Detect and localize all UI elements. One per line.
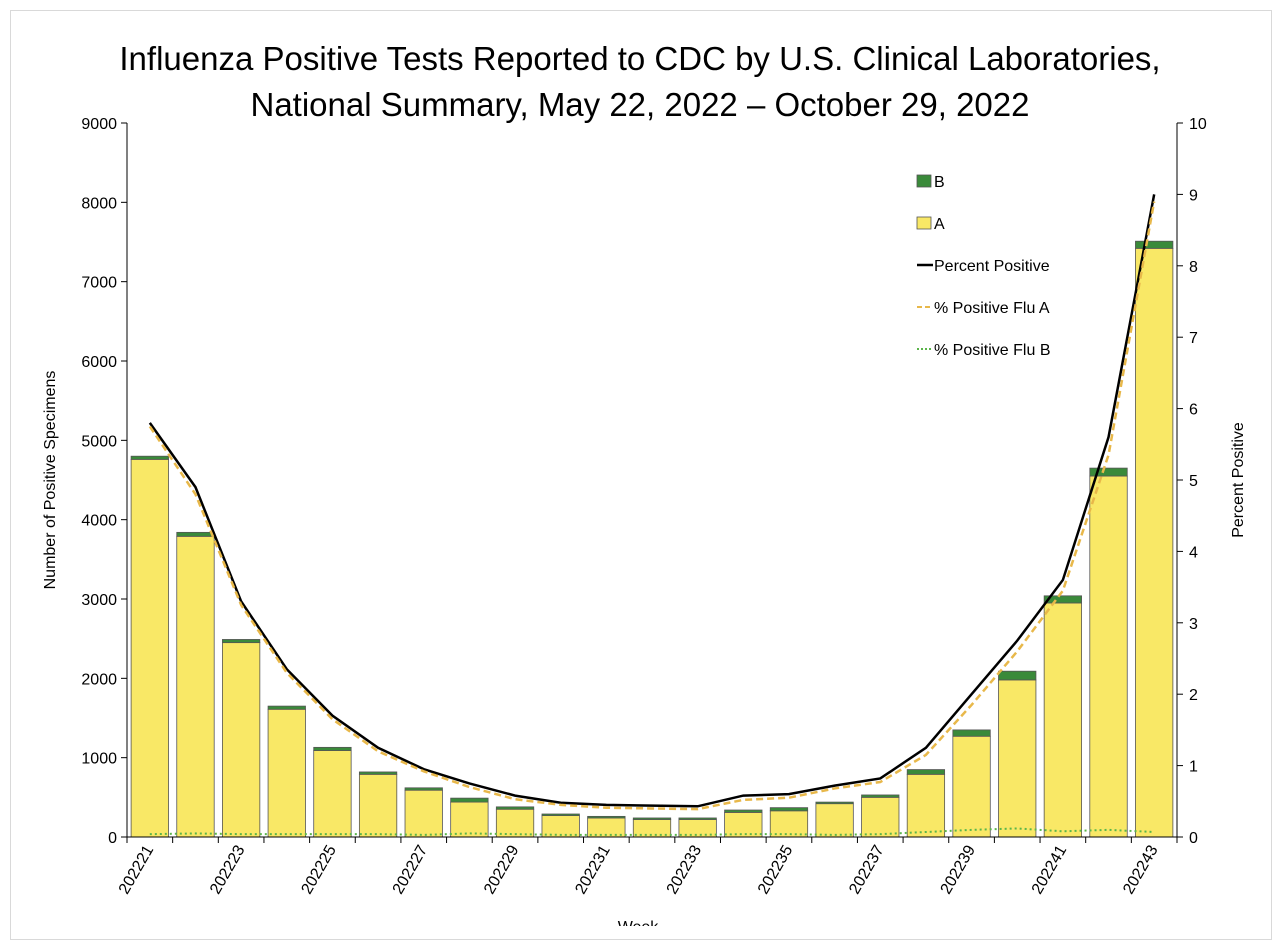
bar-a-202221	[130, 458, 169, 838]
bar-b-202240	[998, 670, 1037, 681]
bar-b-202234	[724, 809, 763, 813]
line-percent-positive-flu-a	[148, 201, 1156, 811]
bar-b-202224	[267, 705, 306, 710]
bar-b-202232	[632, 817, 672, 820]
bar-a-202229	[495, 808, 535, 838]
bar-b-202235	[769, 807, 809, 812]
x-tick-label: 202239	[938, 842, 979, 897]
chart-title-line1: Influenza Positive Tests Reported to CDC…	[119, 40, 1161, 77]
bar-b-202233	[678, 817, 717, 820]
y2-tick-label: 0	[1189, 830, 1198, 847]
y-tick-label: 8000	[81, 195, 117, 212]
x-tick-label: 202241	[1029, 842, 1070, 897]
legend-label: B	[934, 174, 945, 191]
line-percent-positive	[148, 194, 1156, 808]
bar-b-202223	[222, 639, 261, 644]
bar-b-202226	[358, 771, 398, 775]
bar-b-202241	[1043, 595, 1082, 604]
x-tick-label: 202227	[390, 842, 431, 897]
y2-tick-label: 4	[1189, 544, 1198, 561]
bar-a-202235	[769, 810, 809, 838]
bar-b-202239	[952, 729, 991, 737]
y2-tick-label: 5	[1189, 473, 1198, 490]
y-tick-label: 5000	[81, 433, 117, 450]
y2-tick-label: 2	[1189, 687, 1198, 704]
bar-a-202242	[1089, 475, 1128, 838]
bar-b-202243	[1135, 240, 1174, 249]
bar-a-202236	[815, 803, 854, 838]
legend-label: % Positive Flu A	[934, 300, 1050, 317]
y2-tick-label: 7	[1189, 330, 1198, 347]
bar-a-202224	[267, 708, 306, 838]
chart-title-line2: National Summary, May 22, 2022 – October…	[250, 86, 1030, 123]
y2-tick-label: 1	[1189, 759, 1198, 776]
x-tick-label: 202223	[207, 842, 248, 897]
bar-a-202239	[952, 735, 991, 838]
bar-b-202228	[450, 797, 489, 803]
bar-b-202221	[130, 455, 169, 460]
y2-tick-label: 3	[1189, 616, 1198, 633]
bar-b-202225	[313, 746, 352, 751]
line-layer	[148, 194, 1156, 836]
x-tick-label: 202243	[1120, 842, 1161, 897]
bar-a-202226	[358, 773, 398, 838]
bar-layer	[130, 240, 1174, 838]
legend-swatch-b	[916, 174, 932, 188]
x-tick-label: 202225	[298, 842, 339, 897]
legend-swatch-a	[916, 216, 932, 230]
y2-axis-title: Percent Positive	[1230, 422, 1247, 538]
bar-a-202228	[450, 801, 489, 838]
bar-a-202238	[906, 773, 946, 838]
bar-a-202222	[176, 535, 215, 838]
bar-b-202227	[404, 787, 443, 791]
y-tick-label: 9000	[81, 116, 117, 133]
y-tick-label: 3000	[81, 592, 117, 609]
bar-a-202241	[1043, 602, 1082, 838]
y2-tick-label: 6	[1189, 402, 1198, 419]
legend-label: Percent Positive	[934, 258, 1050, 275]
bar-b-202237	[861, 794, 900, 798]
bar-a-202243	[1135, 247, 1174, 838]
x-tick-label: 202231	[572, 842, 613, 897]
x-tick-label: 202221	[116, 842, 157, 897]
bar-a-202240	[998, 679, 1037, 838]
bar-a-202227	[404, 789, 443, 838]
y2-tick-label: 10	[1189, 116, 1207, 133]
y-tick-label: 7000	[81, 275, 117, 292]
x-tick-label: 202235	[755, 842, 796, 897]
y-axis-title: Number of Positive Specimens	[42, 371, 59, 590]
y-tick-label: 1000	[81, 751, 117, 768]
bar-b-202236	[815, 801, 854, 805]
bar-b-202229	[495, 806, 535, 810]
y-tick-label: 4000	[81, 513, 117, 530]
y-tick-label: 0	[108, 830, 117, 847]
bar-b-202222	[176, 531, 215, 537]
y-tick-label: 2000	[81, 671, 117, 688]
legend-label: A	[934, 216, 945, 233]
x-tick-label: 202237	[846, 842, 887, 897]
bar-b-202231	[587, 815, 626, 819]
bar-a-202230	[541, 815, 580, 838]
bar-a-202223	[222, 642, 261, 838]
y2-tick-label: 9	[1189, 187, 1198, 204]
x-tick-label: 202233	[664, 842, 705, 897]
bar-a-202225	[313, 750, 352, 838]
x-tick-label: 202229	[481, 842, 522, 897]
chart-title: Influenza Positive Tests Reported to CDC…	[0, 36, 1280, 128]
bar-b-202238	[906, 769, 946, 775]
x-axis-title: Week	[618, 919, 660, 926]
y-tick-label: 6000	[81, 354, 117, 371]
y2-tick-label: 8	[1189, 259, 1198, 276]
bar-a-202237	[861, 796, 900, 838]
legend-label: % Positive Flu B	[934, 342, 1050, 359]
legend: B A Percent Positive % Positive Flu A % Posi…	[916, 174, 1050, 359]
bar-b-202242	[1089, 467, 1128, 477]
bar-b-202230	[541, 813, 580, 816]
